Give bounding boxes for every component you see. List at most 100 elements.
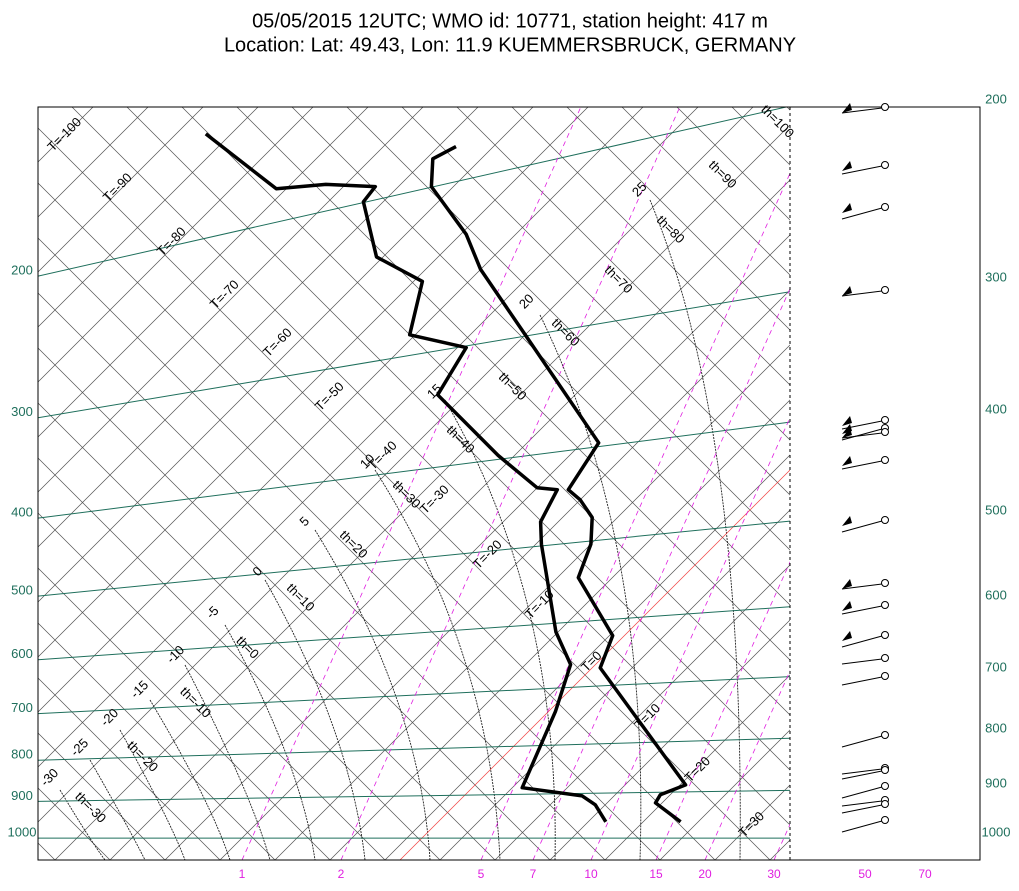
isobar-line bbox=[38, 789, 790, 802]
dry-adiabat-line bbox=[38, 512, 386, 860]
profile-line bbox=[429, 145, 688, 824]
y2-tick-label: 700 bbox=[985, 659, 1007, 674]
wind-barb bbox=[841, 820, 883, 833]
isobar-line bbox=[38, 520, 790, 597]
dry-adiabat-line bbox=[71, 107, 790, 826]
dry-adiabat-line bbox=[38, 402, 496, 860]
wind-barb bbox=[841, 290, 883, 297]
isotherm-line bbox=[38, 107, 479, 548]
wind-station bbox=[881, 286, 889, 294]
mixing-ratio-label: 15 bbox=[649, 867, 663, 881]
mixing-ratio-line bbox=[704, 670, 790, 860]
y2-tick-label: 500 bbox=[985, 502, 1007, 517]
dry-adiabat-label: th=60 bbox=[549, 315, 583, 349]
wind-barb-flag bbox=[842, 416, 852, 426]
dry-adiabat-line bbox=[38, 622, 276, 860]
isotherm-line bbox=[935, 107, 1019, 860]
isobar-line bbox=[38, 421, 790, 519]
moist-adiabat-label: -10 bbox=[163, 642, 187, 666]
y2-tick-label: 800 bbox=[985, 720, 1007, 735]
isotherm-line bbox=[54, 124, 790, 860]
wind-barb bbox=[841, 207, 883, 220]
wind-station bbox=[881, 516, 889, 524]
wind-barb bbox=[841, 800, 883, 807]
y-tick-label: 200 bbox=[11, 263, 33, 278]
moist-adiabat-label: -30 bbox=[37, 765, 61, 789]
mixing-ratio-line bbox=[340, 107, 681, 860]
moist-adiabat-line bbox=[374, 469, 501, 860]
isotherm-line bbox=[38, 107, 259, 328]
isotherm-line bbox=[769, 839, 790, 860]
isobar-line bbox=[38, 737, 790, 761]
moist-adiabat-label: -5 bbox=[203, 603, 222, 622]
moist-adiabat-line bbox=[264, 579, 366, 860]
dry-adiabat-line bbox=[346, 107, 790, 551]
wind-station bbox=[881, 631, 889, 639]
wind-barb-flag bbox=[842, 428, 852, 438]
isotherm-line bbox=[659, 729, 790, 860]
dry-adiabat-label: th=10 bbox=[284, 580, 318, 614]
mixing-ratio-label: 5 bbox=[478, 867, 485, 881]
isotherm-line bbox=[38, 107, 424, 493]
wind-barb bbox=[841, 107, 883, 114]
chart-title: 05/05/2015 12UTC; WMO id: 10771, station… bbox=[252, 10, 768, 32]
isotherm-line bbox=[38, 107, 644, 713]
wind-barb-flag bbox=[842, 456, 852, 466]
plot-frame bbox=[37, 106, 981, 861]
moist-adiabat-label: -25 bbox=[67, 735, 91, 759]
isotherm-line bbox=[714, 784, 790, 860]
isotherm-label: T=-100 bbox=[44, 114, 84, 154]
wind-station bbox=[881, 579, 889, 587]
y-tick-label: 400 bbox=[11, 505, 33, 520]
isotherm-line bbox=[384, 454, 790, 860]
wind-barb bbox=[841, 676, 883, 686]
dry-adiabat-line bbox=[456, 107, 790, 441]
y2-tick-label: 200 bbox=[985, 91, 1007, 106]
wind-barb bbox=[841, 583, 883, 590]
wind-barb bbox=[841, 635, 883, 648]
mixing-ratio-label: 7 bbox=[530, 867, 537, 881]
wind-station bbox=[881, 103, 889, 111]
wind-barb bbox=[841, 786, 883, 799]
isotherm-line bbox=[604, 674, 790, 860]
isotherm-line bbox=[219, 289, 790, 860]
moist-adiabat-line bbox=[149, 699, 231, 860]
moist-adiabat-line bbox=[119, 729, 186, 860]
dry-adiabat-line bbox=[236, 107, 790, 661]
dry-adiabat-line bbox=[786, 107, 790, 111]
wind-speed-label: 70 bbox=[918, 867, 932, 881]
moist-adiabat-label: -15 bbox=[127, 677, 151, 701]
isotherm-line bbox=[329, 399, 790, 860]
y-tick-label: 500 bbox=[11, 583, 33, 598]
dry-adiabat-label: th=90 bbox=[706, 157, 740, 191]
wind-barb bbox=[841, 770, 883, 780]
wind-barb bbox=[841, 605, 883, 615]
moist-adiabat-label: 5 bbox=[296, 513, 312, 529]
wind-barb-flag bbox=[842, 579, 852, 589]
wind-station bbox=[881, 766, 889, 774]
mixing-ratio-line bbox=[655, 561, 790, 860]
dry-adiabat-label: th=100 bbox=[758, 102, 797, 141]
wind-barb-flag bbox=[842, 203, 852, 213]
wind-station bbox=[881, 816, 889, 824]
isotherm-line bbox=[38, 107, 534, 603]
mixing-ratio-line bbox=[480, 172, 790, 860]
moist-adiabat-line bbox=[59, 789, 106, 860]
y2-tick-label: 900 bbox=[985, 775, 1007, 790]
dry-adiabat-line bbox=[842, 107, 1019, 860]
wind-barb-flag bbox=[842, 631, 852, 641]
wind-barb bbox=[841, 804, 883, 814]
wind-speed-label: 50 bbox=[858, 867, 872, 881]
dry-adiabat-label: th=70 bbox=[602, 262, 636, 296]
moist-adiabat-label: 0 bbox=[249, 563, 265, 579]
y-tick-label: 900 bbox=[11, 788, 33, 803]
wind-station bbox=[881, 601, 889, 609]
dry-adiabat-line bbox=[952, 107, 1019, 860]
isotherm-label: T=-70 bbox=[207, 277, 242, 312]
dry-adiabat-line bbox=[38, 457, 441, 860]
dry-adiabat-label: th=-20 bbox=[124, 738, 161, 775]
y-tick-label: 700 bbox=[11, 700, 33, 715]
isotherm-line bbox=[494, 564, 790, 860]
wind-station bbox=[881, 161, 889, 169]
